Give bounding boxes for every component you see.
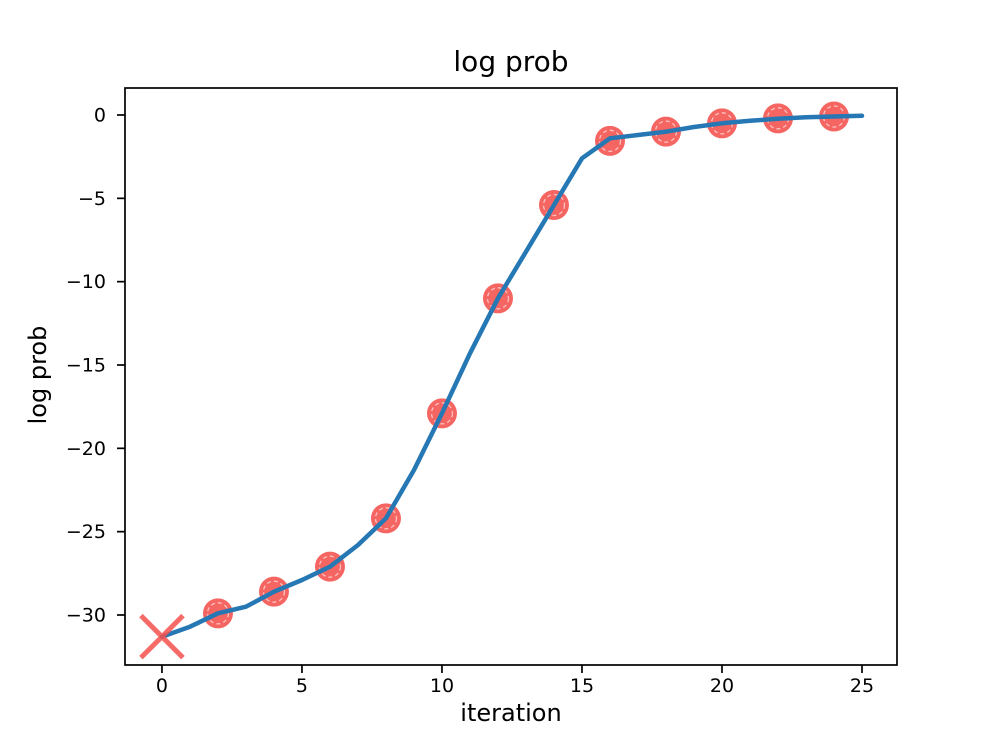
plot-frame bbox=[124, 87, 898, 666]
y-tick-label: −10 bbox=[66, 271, 106, 293]
y-tick-label: 0 bbox=[94, 105, 106, 127]
x-tick-label: 5 bbox=[296, 675, 308, 697]
logprob-line bbox=[159, 113, 865, 639]
plot-title: log prob bbox=[453, 45, 569, 78]
data-point-inner-ring bbox=[598, 129, 622, 152]
y-tick-label: −5 bbox=[78, 188, 106, 210]
x-tick-label: 25 bbox=[850, 675, 874, 697]
x-tick-label: 20 bbox=[710, 675, 734, 697]
y-tick-label: −20 bbox=[66, 438, 106, 460]
data-point-inner-ring bbox=[318, 555, 342, 578]
y-axis-label: log prob bbox=[24, 325, 52, 425]
x-tick-label: 15 bbox=[570, 675, 594, 697]
data-point-inner-ring bbox=[542, 193, 566, 217]
y-tick-label: −15 bbox=[66, 355, 106, 377]
y-tick-label: −30 bbox=[66, 605, 106, 627]
data-point-inner-ring bbox=[206, 602, 230, 625]
init-x-marker bbox=[139, 613, 185, 660]
data-point-inner-ring bbox=[486, 287, 510, 310]
x-axis-label: iteration bbox=[460, 699, 562, 727]
data-point-inner-ring bbox=[374, 507, 398, 530]
x-tick-label: 0 bbox=[156, 675, 168, 697]
y-tick-label: −25 bbox=[66, 521, 106, 543]
data-point-inner-ring bbox=[262, 580, 286, 603]
x-tick-label: 10 bbox=[430, 675, 454, 697]
data-point-inner-ring bbox=[430, 402, 454, 425]
